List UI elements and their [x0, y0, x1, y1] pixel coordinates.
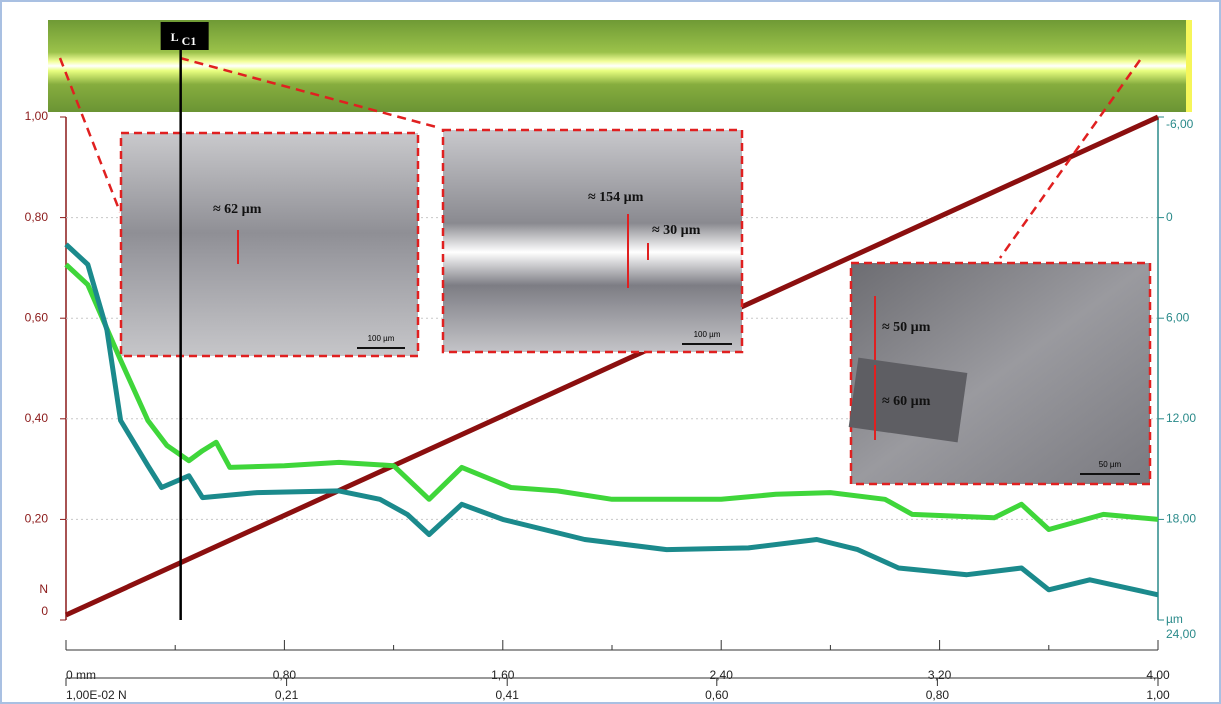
scratch-image	[48, 20, 1192, 112]
scale-bar-label: 100 µm	[694, 330, 721, 339]
scale-bar-label: 100 µm	[368, 334, 395, 343]
x2-tick-label: 0,21	[275, 688, 299, 702]
y-tick-label: 0,80	[25, 210, 49, 224]
y2-tick-label: 0	[1166, 210, 1173, 224]
critical-load-subscript: C1	[182, 34, 197, 48]
x2-tick-label: 0,60	[705, 688, 729, 702]
y2-tick-label: 6,00	[1166, 310, 1190, 324]
y2-tick-label: 12,00	[1166, 411, 1196, 425]
x2-tick-label: 0,80	[926, 688, 950, 702]
x-tick-label: 0,80	[273, 668, 297, 682]
inset-image	[119, 131, 420, 358]
x-tick-label: 0 mm	[66, 668, 96, 682]
x2-tick-label: 1,00	[1146, 688, 1170, 702]
inset-image	[441, 128, 744, 354]
y2-unit: µm	[1166, 612, 1183, 626]
data-line	[64, 114, 1160, 618]
data-line	[64, 242, 1159, 598]
scale-bars	[357, 343, 1140, 475]
y-tick-label: 1,00	[25, 109, 49, 123]
inset-label: ≈ 50 µm	[882, 320, 931, 335]
y2-tick-label: 24,00	[1166, 627, 1196, 641]
y2-tick-label: -6,00	[1166, 117, 1194, 131]
data-line	[64, 262, 1159, 532]
y2-tick-label: 18,00	[1166, 512, 1196, 526]
measure-arrows	[237, 214, 876, 440]
inset-label: ≈ 60 µm	[882, 394, 931, 409]
debris	[848, 357, 968, 443]
x-tick-label: 1,60	[491, 668, 515, 682]
inset-label: ≈ 62 µm	[213, 202, 262, 217]
scale-bar-label: 50 µm	[1099, 460, 1122, 469]
y-tick-label: 0,20	[25, 512, 49, 526]
critical-load-label: L	[171, 30, 179, 44]
x2-tick-label: 0,41	[496, 688, 520, 702]
x-tick-label: 2,40	[710, 668, 734, 682]
x2-tick-label: 1,00E-02 N	[66, 688, 127, 702]
inset-label: ≈ 30 µm	[652, 223, 701, 238]
y-tick-label: 0,40	[25, 411, 49, 425]
inset-label: ≈ 154 µm	[588, 190, 644, 205]
x-tick-label: 3,20	[928, 668, 952, 682]
x-tick-label: 4,00	[1146, 668, 1170, 682]
zoom-arrows	[58, 56, 1142, 259]
y-tick-label: 0,60	[25, 310, 49, 324]
scratch-image-edge	[1186, 20, 1192, 112]
y-unit: N	[39, 582, 48, 596]
overlays: ≈ 62 µm 100 µm ≈ 154 µm ≈ 30 µm 100 µm ≈…	[48, 20, 1192, 486]
critical-load-box	[160, 22, 209, 50]
y-tick-label: 0	[41, 604, 48, 618]
